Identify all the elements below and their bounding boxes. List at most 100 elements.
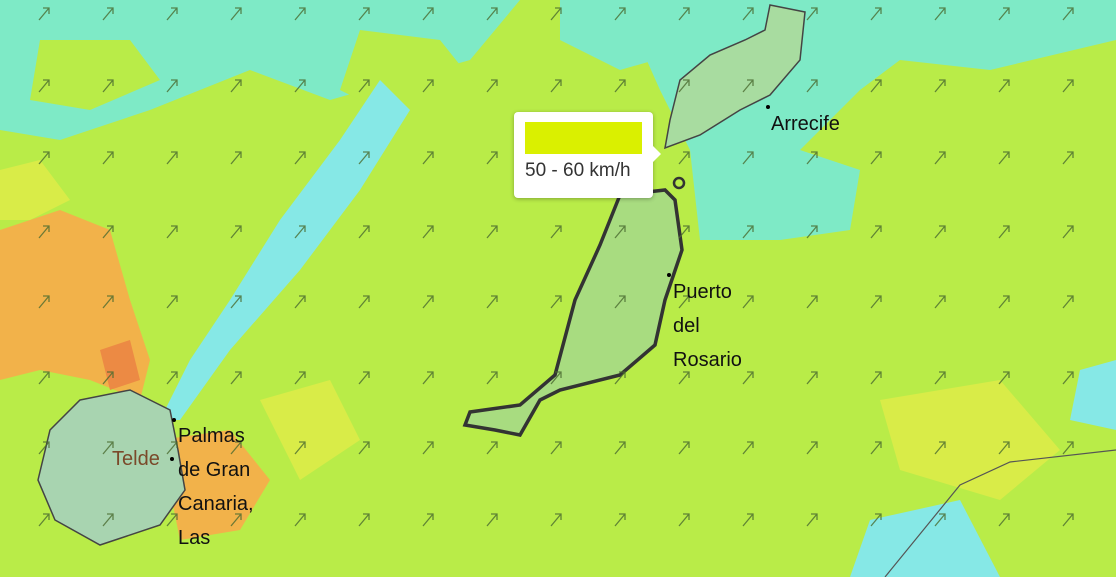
wind-arrow-icon [486, 225, 498, 239]
wind-arrow-icon [102, 295, 114, 309]
city-marker-puerto-del-rosario [667, 273, 671, 277]
wind-arrow-icon [358, 513, 370, 527]
wind-arrow-icon [422, 225, 434, 239]
boundary-line [884, 449, 1116, 577]
tooltip-value: 50 - 60 km/h [525, 160, 631, 181]
wind-arrow-icon [998, 225, 1010, 239]
wind-arrow-icon [998, 7, 1010, 21]
wind-arrow-icon [422, 441, 434, 455]
city-label-telde: Telde [112, 448, 160, 470]
wind-arrow-icon [678, 371, 690, 385]
wind-arrow-icon [614, 7, 626, 21]
wind-arrow-icon [934, 371, 946, 385]
city-label-las-palmas: Palmas de Gran Canaria, Las [178, 425, 254, 549]
wind-arrow-icon [38, 441, 50, 455]
wind-arrow-icon [486, 151, 498, 165]
wind-arrow-icon [358, 7, 370, 21]
wind-arrow-icon [614, 79, 626, 93]
wind-arrow-icon [870, 295, 882, 309]
wind-arrow-icon [38, 371, 50, 385]
wind-arrow-icon [870, 513, 882, 527]
wind-arrow-icon [166, 79, 178, 93]
wind-arrow-icon [294, 151, 306, 165]
wind-arrow-icon [550, 7, 562, 21]
wind-arrow-icon [934, 513, 946, 527]
wind-arrow-icon [870, 79, 882, 93]
wind-arrow-icon [742, 151, 754, 165]
wind-arrow-icon [102, 225, 114, 239]
wind-arrow-icon [934, 295, 946, 309]
wind-arrow-icon [1062, 513, 1074, 527]
wind-arrow-icon [230, 441, 242, 455]
wind-arrow-icon [294, 79, 306, 93]
wind-arrow-icon [422, 7, 434, 21]
wind-arrow-icon [550, 79, 562, 93]
wind-arrow-icon [422, 371, 434, 385]
wind-arrow-icon [102, 371, 114, 385]
wind-arrow-icon [166, 295, 178, 309]
wind-arrow-icon [102, 151, 114, 165]
wind-arrow-icon [870, 441, 882, 455]
wind-arrow-icon [998, 371, 1010, 385]
wind-arrow-icon [486, 513, 498, 527]
wind-arrow-icon [806, 513, 818, 527]
wind-arrow-icon [166, 7, 178, 21]
wind-arrow-icon [550, 441, 562, 455]
wind-arrow-icon [806, 7, 818, 21]
wind-arrow-icon [422, 513, 434, 527]
wind-arrow-icon [870, 371, 882, 385]
wind-arrow-icon [294, 295, 306, 309]
wind-arrow-icon [230, 7, 242, 21]
city-marker-arrecife [766, 105, 770, 109]
wind-arrow-icon [38, 79, 50, 93]
wind-arrow-icon [1062, 7, 1074, 21]
wind-arrow-icon [422, 151, 434, 165]
wind-arrow-icon [38, 513, 50, 527]
wind-arrow-icon [934, 151, 946, 165]
city-marker-telde [170, 457, 174, 461]
wind-arrow-icon [998, 513, 1010, 527]
wind-arrow-icon [1062, 371, 1074, 385]
wind-arrow-icon [166, 513, 178, 527]
wind-arrow-icon [678, 79, 690, 93]
wind-arrow-icon [998, 295, 1010, 309]
wind-arrow-icon [550, 371, 562, 385]
wind-arrow-icon [934, 441, 946, 455]
wind-arrow-icon [294, 441, 306, 455]
wind-arrow-icon [486, 79, 498, 93]
wind-arrow-icon [294, 371, 306, 385]
city-label-arrecife: Arrecife [771, 113, 840, 135]
wind-arrow-icon [102, 7, 114, 21]
wind-arrow-icon [358, 151, 370, 165]
wind-arrow-icon [294, 513, 306, 527]
wind-arrow-icon [870, 225, 882, 239]
island-lanzarote [664, 4, 806, 150]
wind-arrow-icon [742, 371, 754, 385]
wind-arrow-icon [678, 513, 690, 527]
wind-arrow-icon [422, 79, 434, 93]
wind-arrow-icon [1062, 225, 1074, 239]
wind-arrow-icon [102, 513, 114, 527]
wind-arrow-icon [486, 441, 498, 455]
wind-arrow-icon [806, 441, 818, 455]
wind-arrow-icon [998, 151, 1010, 165]
wind-arrow-icon [614, 441, 626, 455]
wind-arrow-icon [1062, 441, 1074, 455]
wind-arrow-icon [358, 225, 370, 239]
wind-arrow-icon [1062, 79, 1074, 93]
wind-arrow-icon [102, 441, 114, 455]
wind-arrow-icon [742, 441, 754, 455]
wind-arrow-icon [614, 225, 626, 239]
wind-arrow-icon [550, 513, 562, 527]
wind-arrow-icon [230, 371, 242, 385]
wind-arrow-icon [742, 7, 754, 21]
wind-arrow-icon [230, 513, 242, 527]
wind-arrow-icon [742, 513, 754, 527]
wind-arrow-icon [166, 151, 178, 165]
wind-arrow-icon [358, 371, 370, 385]
wind-arrow-icon [742, 295, 754, 309]
wind-arrow-icon [614, 513, 626, 527]
wind-arrow-icon [1062, 151, 1074, 165]
